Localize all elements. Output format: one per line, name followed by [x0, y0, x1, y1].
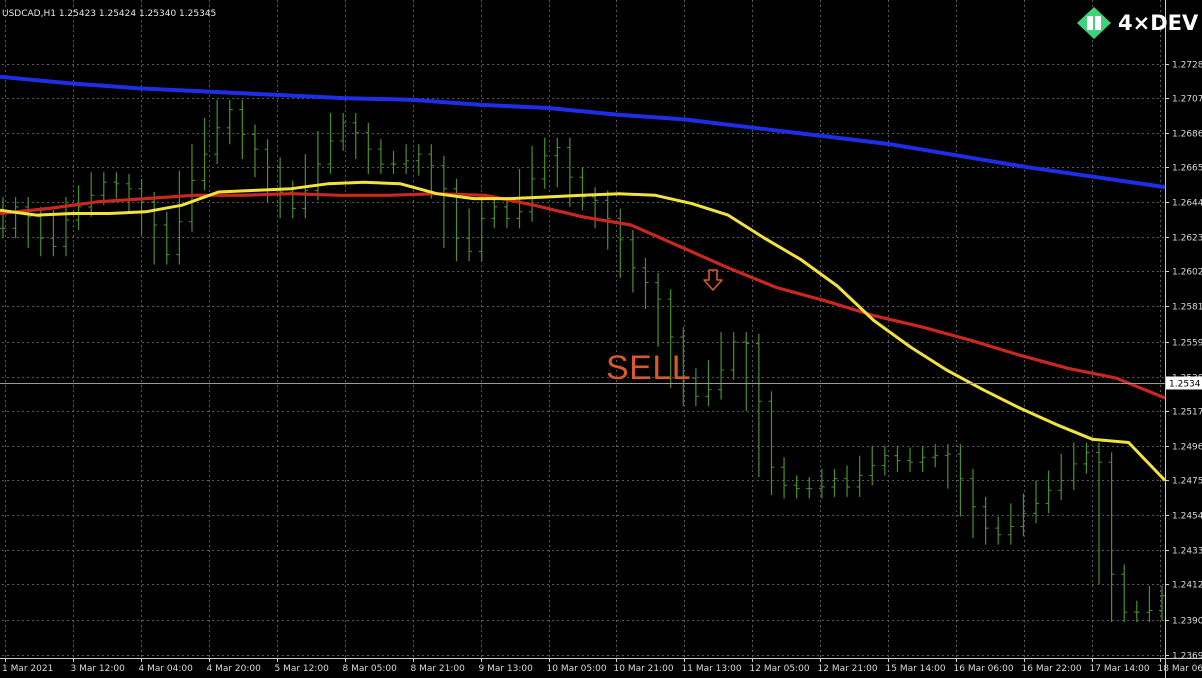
y-tick-label: 1.2496	[1172, 443, 1202, 453]
x-tick-label: 1 Mar 2021	[2, 664, 53, 674]
x-tick-label: 16 Mar 06:00	[954, 664, 1014, 674]
y-tick-label: 1.2623	[1172, 234, 1202, 244]
symbol-header: USDCAD,H1 1.25423 1.25424 1.25340 1.2534…	[2, 9, 217, 19]
y-tick-label: 1.2686	[1172, 130, 1202, 140]
x-tick-label: 4 Mar 20:00	[207, 664, 262, 674]
fast-ma-line	[0, 180, 1167, 482]
x-tick-label: 8 Mar 05:00	[343, 664, 398, 674]
x-tick-label: 5 Mar 12:00	[275, 664, 330, 674]
sell-label: SELL	[606, 349, 692, 387]
y-tick-label: 1.2707	[1172, 95, 1202, 105]
logo-text: 4×DEV	[1118, 11, 1199, 35]
x-tick-label: 17 Mar 14:00	[1090, 664, 1150, 674]
y-tick-label: 1.2454	[1172, 512, 1202, 522]
x-tick-label: 10 Mar 05:00	[547, 664, 607, 674]
x-tick-label: 12 Mar 05:00	[750, 664, 810, 674]
y-tick-label: 1.2475	[1172, 477, 1202, 487]
x-tick-label: 12 Mar 21:00	[818, 664, 878, 674]
y-tick-label: 1.2559	[1172, 339, 1202, 349]
time-axis: 1 Mar 2021 3 Mar 12:00 4 Mar 04:00 4 Mar 20…	[2, 658, 1202, 674]
y-tick-label: 1.2433	[1172, 547, 1202, 557]
moving-averages	[0, 74, 1167, 482]
y-tick-label: 1.2390	[1172, 617, 1202, 627]
y-tick-label: 1.2412	[1172, 581, 1202, 591]
x-tick-label: 10 Mar 21:00	[614, 664, 674, 674]
mid-ma-line	[0, 192, 1166, 400]
y-tick-label: 1.2644	[1172, 199, 1202, 209]
y-tick-label: 1.2602	[1172, 268, 1202, 278]
x-tick-label: 8 Mar 21:00	[411, 664, 466, 674]
x-tick-label: 18 Mar 06:00	[1158, 664, 1202, 674]
slow-ma-line	[0, 74, 1166, 190]
x-tick-label: 4 Mar 04:00	[139, 664, 194, 674]
y-tick-label: 1.2581	[1172, 303, 1202, 313]
price-series	[0, 99, 1165, 623]
y-tick-label: 1.2665	[1172, 164, 1202, 174]
x-tick-label: 16 Mar 22:00	[1022, 664, 1082, 674]
trade-markers: 1.2534	[0, 269, 1202, 390]
y-tick-label: 1.2728	[1172, 61, 1202, 71]
x-tick-label: 15 Mar 14:00	[886, 664, 946, 674]
y-tick-label: 1.2517	[1172, 408, 1202, 418]
price-axis: 1.2728 1.2707 1.2686 1.2665 1.2644 1.2623 1.26…	[1165, 61, 1202, 662]
x-tick-label: 11 Mar 13:00	[682, 664, 742, 674]
logo-icon	[1077, 7, 1111, 39]
y-tick-label: 1.2369	[1172, 652, 1202, 662]
current-price-label: 1.2534	[1169, 380, 1201, 390]
sell-arrow-icon	[703, 269, 723, 291]
x-tick-label: 9 Mar 13:00	[479, 664, 534, 674]
brand-logo: 4×DEV	[1070, 6, 1202, 40]
x-tick-label: 3 Mar 12:00	[71, 664, 126, 674]
current-price-tag	[1166, 376, 1202, 390]
